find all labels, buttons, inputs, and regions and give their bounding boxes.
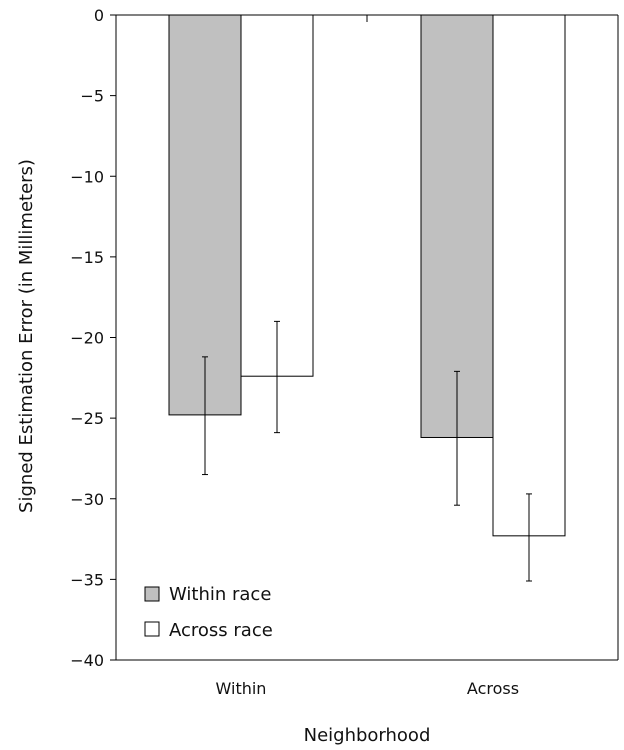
- y-tick-label: −25: [70, 409, 104, 428]
- y-tick-label: −35: [70, 570, 104, 589]
- legend-swatch-across-race: [144, 621, 160, 637]
- y-tick-label: −30: [70, 490, 104, 509]
- y-tick-label: 0: [94, 6, 104, 25]
- legend-label-across-race: Across race: [169, 620, 273, 641]
- y-tick-label: −5: [80, 87, 104, 106]
- error-bar-within-race-within: [202, 356, 208, 476]
- error-bar-within-race-across: [454, 370, 460, 506]
- y-tick-label: −15: [70, 248, 104, 267]
- bar-across-race-within: [240, 14, 314, 377]
- error-bars-layer: [202, 320, 532, 582]
- y-axis-title: Signed Estimation Error (in Millimeters): [16, 159, 37, 513]
- y-tick-label: −40: [70, 651, 104, 670]
- bars-layer: [168, 14, 566, 537]
- y-tick-label: −10: [70, 167, 104, 186]
- bar-across-race-across: [492, 14, 566, 537]
- legend: Within race Across race: [144, 584, 273, 641]
- error-bar-across-race-within: [274, 320, 280, 434]
- error-bar-across-race-across: [526, 493, 532, 582]
- x-axis-title: Neighborhood: [304, 725, 431, 746]
- x-tick-label: Across: [467, 679, 519, 698]
- bar-within-race-across: [420, 14, 494, 438]
- x-tick-label: Within: [216, 679, 267, 698]
- ticks-layer: 0 −5 −10 −15 −20 −25 −30 −35 −40 Within Across: [70, 6, 519, 698]
- legend-label-within-race: Within race: [169, 584, 271, 605]
- legend-swatch-within-race: [144, 586, 160, 602]
- y-tick-label: −20: [70, 329, 104, 348]
- bar-within-race-within: [168, 14, 242, 416]
